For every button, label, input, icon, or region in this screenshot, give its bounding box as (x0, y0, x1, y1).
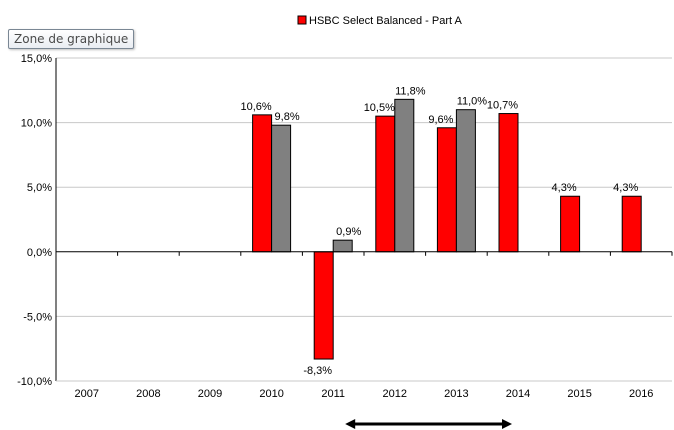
x-tick-label: 2014 (506, 388, 530, 400)
y-tick-label: 0,0% (27, 247, 52, 259)
bar-primary (498, 113, 519, 253)
data-label: -8,3% (303, 365, 332, 377)
bar-primary (560, 195, 581, 253)
y-tick-label: 10,0% (21, 118, 52, 130)
chart-area-tooltip: Zone de graphique (8, 29, 135, 49)
bar-secondary (455, 109, 476, 253)
bar-primary (313, 251, 334, 360)
x-tick-label: 2008 (136, 388, 160, 400)
bar-primary (436, 127, 457, 253)
y-tick-label: -5,0% (23, 311, 52, 323)
x-tick-label: 2012 (383, 388, 407, 400)
bar-primary (252, 114, 273, 253)
bar-primary (375, 115, 396, 253)
data-label: 11,8% (395, 85, 426, 97)
arrow-head-right (502, 419, 512, 429)
data-label: 0,9% (336, 226, 361, 238)
data-label: 4,3% (552, 182, 577, 194)
x-tick-label: 2013 (444, 388, 468, 400)
x-tick-label: 2015 (567, 388, 591, 400)
data-label: 9,6% (428, 114, 453, 126)
data-label: 10,6% (240, 101, 271, 113)
x-tick-label: 2011 (321, 388, 345, 400)
legend-swatch (297, 15, 307, 25)
data-label: 10,5% (364, 102, 395, 114)
x-tick-label: 2009 (198, 388, 222, 400)
data-label: 4,3% (613, 182, 638, 194)
data-label: 10,7% (487, 100, 518, 112)
bar-secondary (332, 239, 353, 253)
bar-secondary (394, 98, 415, 253)
legend-label: HSBC Select Balanced - Part A (309, 15, 463, 27)
bar-secondary (271, 124, 292, 253)
arrow-head-left (345, 419, 356, 429)
y-tick-label: 5,0% (27, 182, 52, 194)
data-label: 9,8% (275, 111, 300, 123)
bar-primary (621, 195, 642, 253)
x-tick-label: 2010 (259, 388, 283, 400)
x-tick-label: 2016 (629, 388, 653, 400)
y-tick-label: 15,0% (21, 53, 52, 65)
x-tick-label: 2007 (75, 388, 99, 400)
y-tick-label: -10,0% (17, 376, 52, 388)
data-label: 11,0% (457, 96, 488, 108)
